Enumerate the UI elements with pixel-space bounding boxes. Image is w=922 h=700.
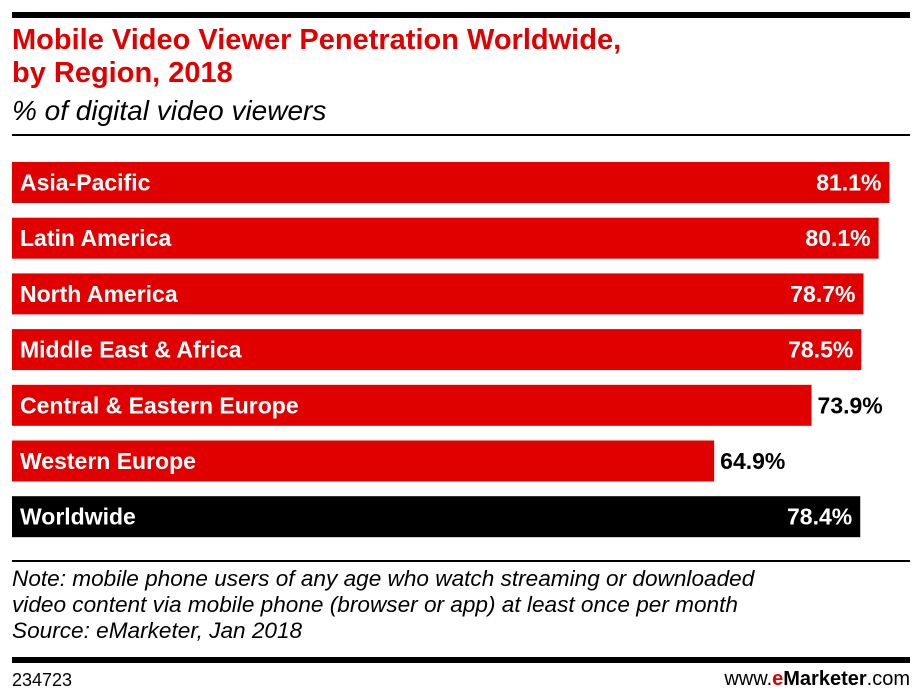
top-rule <box>12 12 910 18</box>
brand-e: e <box>772 668 784 690</box>
brand-suffix: .com <box>866 668 910 690</box>
category-label-2: North America <box>20 281 178 307</box>
value-label-5: 64.9% <box>720 448 785 474</box>
brand-link[interactable]: www.eMarketer.com <box>724 667 910 691</box>
footer-rule <box>12 657 910 663</box>
chart-note: Note: mobile phone users of any age who … <box>12 566 917 644</box>
bar-3 <box>12 329 862 371</box>
category-label-3: Middle East & Africa <box>20 337 242 363</box>
bar-0 <box>12 162 890 203</box>
bar-4 <box>12 384 812 426</box>
chart-id: 234723 <box>12 670 73 690</box>
subtitle-rule <box>12 134 910 136</box>
bottom-rule <box>12 560 910 562</box>
category-label-5: Western Europe <box>20 448 196 474</box>
brand-name: Marketer <box>783 668 867 690</box>
bar-1 <box>12 217 879 259</box>
category-label-1: Latin America <box>20 225 171 251</box>
chart-subtitle: % of digital video viewers <box>12 95 327 126</box>
value-label-1: 80.1% <box>805 225 870 251</box>
category-label-0: Asia-Pacific <box>20 170 151 196</box>
chart-title: Mobile Video Viewer Penetration Worldwid… <box>12 24 622 89</box>
bar-6 <box>12 496 861 538</box>
value-label-0: 81.1% <box>816 170 881 196</box>
bar-2 <box>12 273 864 315</box>
brand-prefix: www. <box>724 668 773 690</box>
category-label-4: Central & Eastern Europe <box>20 392 299 418</box>
value-label-4: 73.9% <box>818 392 883 418</box>
value-label-6: 78.4% <box>787 504 852 530</box>
value-label-3: 78.5% <box>788 337 853 363</box>
category-label-6: Worldwide <box>20 504 136 530</box>
note-line-1: Note: mobile phone users of any age who … <box>12 566 755 591</box>
bar-5 <box>12 440 715 482</box>
note-line-2: video content via mobile phone (browser … <box>12 592 738 617</box>
source-line: Source: eMarketer, Jan 2018 <box>12 618 303 643</box>
value-label-2: 78.7% <box>790 281 855 307</box>
